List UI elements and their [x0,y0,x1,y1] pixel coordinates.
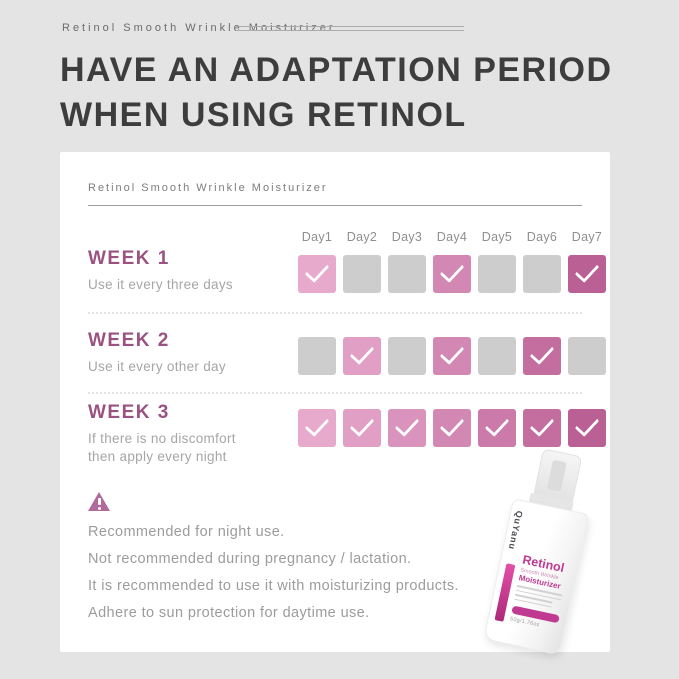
row-separator-1 [88,312,582,314]
check-icon [439,412,465,437]
usage-notes: Recommended for night use. Not recommende… [88,524,459,632]
card-header-product-name: Retinol Smooth Wrinkle Moisturizer [88,182,328,194]
week-2-row: WEEK 2 Use it every other day [88,330,606,394]
check-icon [529,340,555,365]
day-header-3: Day3 [391,230,423,244]
warning-exclamation-bar [97,498,101,505]
card-header-underline [88,205,582,206]
week-note-line: then apply every night [88,449,227,464]
check-icon [529,412,555,437]
page-title-line2: WHEN USING RETINOL [60,96,467,134]
day-header-7: Day7 [571,230,603,244]
check-icon [439,258,465,283]
day-header-4: Day4 [436,230,468,244]
day-header-1: Day1 [301,230,333,244]
page-title: HAVE AN ADAPTATION PERIOD WHEN USING RET… [60,48,613,138]
bottle-body: QuYanu Retinol Smooth Wrinkle Moisturize… [483,498,590,656]
week-2-label: WEEK 2 [88,330,170,351]
row-separator-2 [88,392,582,394]
week-3-day-7-box [568,409,606,447]
day-header-2: Day2 [346,230,378,244]
week-1-row: WEEK 1 Use it every three days [88,248,606,312]
week-1-note: Use it every three days [88,276,582,294]
week-1-day-4-box [433,255,471,293]
week-1-day-5-box [478,255,516,293]
bottle-pump-nozzle [546,459,567,492]
week-2-boxes [298,337,606,375]
week-1-boxes [298,255,606,293]
week-1-day-7-box [568,255,606,293]
day-header-6: Day6 [526,230,558,244]
week-3-day-1-box [298,409,336,447]
eyebrow-divider-line [236,26,464,31]
check-icon [304,258,330,283]
week-1-info: WEEK 1 Use it every three days [88,248,582,294]
week-3-note: If there is no discomfort then apply ever… [88,430,582,466]
week-1-day-2-box [343,255,381,293]
week-3-day-3-box [388,409,426,447]
product-bottle-image: QuYanu Retinol Smooth Wrinkle Moisturize… [459,440,620,670]
usage-note-3: It is recommended to use it with moistur… [88,578,459,594]
eyebrow-product-name: Retinol Smooth Wrinkle Moisturizer [62,22,336,34]
week-2-note: Use it every other day [88,358,582,376]
week-1-day-6-box [523,255,561,293]
usage-note-2: Not recommended during pregnancy / lacta… [88,551,412,567]
week-note-line: If there is no discomfort [88,431,236,446]
week-2-day-3-box [388,337,426,375]
week-3-day-6-box [523,409,561,447]
week-2-day-5-box [478,337,516,375]
page-title-line1: HAVE AN ADAPTATION PERIOD [60,51,613,89]
week-3-boxes [298,409,606,447]
week-3-info: WEEK 3 If there is no discomfort then appl… [88,402,582,466]
usage-note-1: Recommended for night use. [88,524,285,540]
week-2-day-6-box [523,337,561,375]
week-2-day-7-box [568,337,606,375]
bottle-label: Retinol Smooth Wrinkle Moisturizer 50g/1… [509,553,575,633]
week-2-info: WEEK 2 Use it every other day [88,330,582,376]
week-1-day-3-box [388,255,426,293]
week-2-day-4-box [433,337,471,375]
week-1-label: WEEK 1 [88,248,170,269]
check-icon [574,412,600,437]
check-icon [439,340,465,365]
day-header-5: Day5 [481,230,513,244]
usage-note-4: Adhere to sun protection for daytime use… [88,605,370,621]
bottle-brand-text: QuYanu [506,509,525,552]
check-icon [394,412,420,437]
week-3-row: WEEK 3 If there is no discomfort then appl… [88,402,606,466]
check-icon [484,412,510,437]
week-1-day-1-box [298,255,336,293]
week-note-line: Use it every other day [88,359,226,374]
check-icon [349,412,375,437]
week-3-day-5-box [478,409,516,447]
week-note-line: Use it every three days [88,277,233,292]
check-icon [304,412,330,437]
warning-icon [88,492,110,511]
week-3-label: WEEK 3 [88,402,170,423]
schedule-card: Retinol Smooth Wrinkle Moisturizer Day1 D… [60,152,610,656]
check-icon [574,258,600,283]
week-2-day-1-box [298,337,336,375]
warning-exclamation-dot [97,507,101,510]
check-icon [349,340,375,365]
week-3-day-4-box [433,409,471,447]
week-3-day-2-box [343,409,381,447]
week-2-day-2-box [343,337,381,375]
day-header-row: Day1 Day2 Day3 Day4 Day5 Day6 Day7 [298,230,606,244]
